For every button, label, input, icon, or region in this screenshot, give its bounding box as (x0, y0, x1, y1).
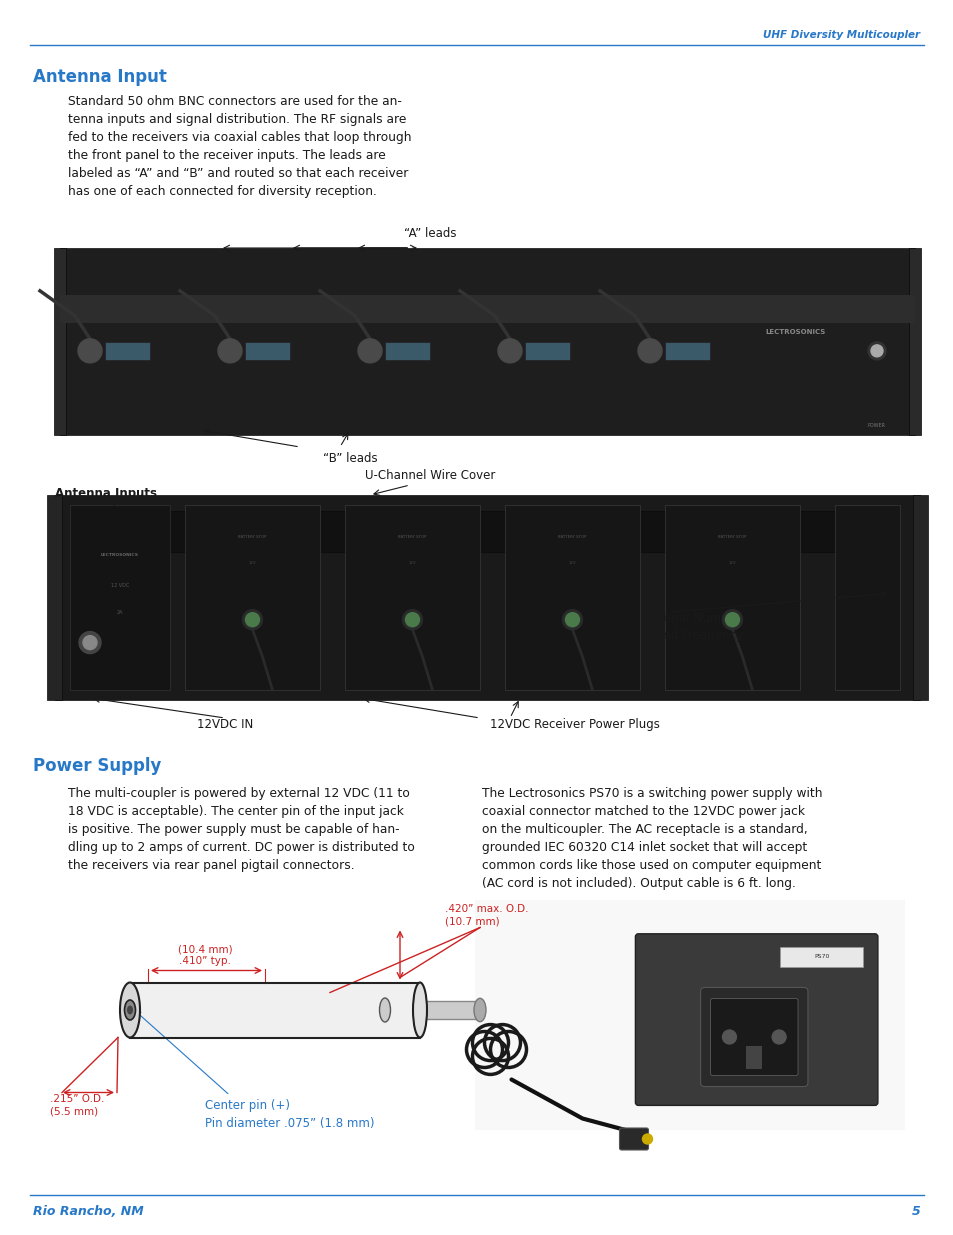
Circle shape (721, 610, 741, 630)
Circle shape (867, 342, 885, 359)
FancyBboxPatch shape (130, 983, 419, 1037)
Circle shape (638, 338, 661, 363)
Circle shape (500, 342, 518, 359)
Text: POWER: POWER (867, 424, 885, 429)
Circle shape (640, 342, 659, 359)
Text: BATTERY STOP: BATTERY STOP (238, 535, 267, 540)
Ellipse shape (125, 1000, 135, 1020)
Ellipse shape (413, 983, 427, 1037)
Text: “A” leads: “A” leads (403, 227, 456, 240)
Text: BATTERY STOP: BATTERY STOP (558, 535, 586, 540)
Circle shape (79, 631, 101, 653)
Circle shape (245, 613, 259, 626)
Circle shape (218, 338, 242, 363)
Circle shape (85, 346, 95, 356)
Text: LECTROSONICS: LECTROSONICS (764, 330, 824, 335)
Bar (664, 505, 800, 690)
Text: Serial Number
and Frequency: Serial Number and Frequency (656, 613, 742, 642)
Circle shape (870, 345, 882, 357)
Text: .420” max. O.D.
(10.7 mm): .420” max. O.D. (10.7 mm) (444, 904, 528, 926)
Circle shape (562, 610, 582, 630)
Circle shape (497, 338, 521, 363)
Circle shape (402, 610, 422, 630)
Circle shape (565, 613, 578, 626)
Circle shape (771, 1030, 785, 1044)
FancyBboxPatch shape (635, 934, 877, 1105)
Circle shape (360, 342, 378, 359)
Text: (10.4 mm)
.410” typ.: (10.4 mm) .410” typ. (177, 944, 233, 967)
Bar (47, 495, 62, 700)
Text: “B” leads: “B” leads (322, 452, 377, 466)
Bar (385, 342, 430, 359)
Text: 12V: 12V (408, 561, 416, 566)
Text: Power Supply: Power Supply (33, 757, 161, 776)
Text: 12V: 12V (728, 561, 736, 566)
Bar (185, 505, 319, 690)
FancyBboxPatch shape (700, 988, 807, 1087)
Text: 2A: 2A (116, 610, 123, 615)
Bar (345, 505, 479, 690)
Bar (245, 342, 290, 359)
Bar (780, 947, 862, 967)
Ellipse shape (379, 998, 390, 1023)
Circle shape (724, 613, 739, 626)
Bar (105, 342, 150, 359)
Circle shape (357, 338, 381, 363)
Bar (95, 511, 869, 552)
Text: 5: 5 (911, 1205, 920, 1218)
Bar (70, 505, 170, 690)
Text: The Lectrosonics PS70 is a switching power supply with
coaxial connector matched: The Lectrosonics PS70 is a switching pow… (481, 787, 821, 890)
Bar (504, 505, 639, 690)
Bar (908, 248, 920, 435)
Circle shape (405, 613, 419, 626)
Circle shape (644, 346, 655, 356)
FancyBboxPatch shape (618, 1128, 648, 1150)
Text: LECTROSONICS: LECTROSONICS (101, 553, 139, 557)
Text: Standard 50 ohm BNC connectors are used for the an-
tenna inputs and signal dist: Standard 50 ohm BNC connectors are used … (68, 95, 411, 198)
Circle shape (81, 342, 99, 359)
Text: Antenna Inputs: Antenna Inputs (55, 487, 157, 500)
Circle shape (641, 1134, 652, 1144)
Text: 12V: 12V (568, 561, 576, 566)
Ellipse shape (120, 983, 140, 1037)
Text: The multi-coupler is powered by external 12 VDC (11 to
18 VDC is acceptable). Th: The multi-coupler is powered by external… (68, 787, 415, 872)
Circle shape (504, 346, 515, 356)
Bar (664, 342, 709, 359)
Text: PS70: PS70 (813, 955, 828, 960)
Text: 12V: 12V (249, 561, 256, 566)
Bar (524, 342, 569, 359)
Bar (475, 900, 904, 1130)
Circle shape (78, 338, 102, 363)
Text: BATTERY STOP: BATTERY STOP (397, 535, 426, 540)
Circle shape (221, 342, 239, 359)
Bar (834, 505, 899, 690)
Bar (60, 295, 914, 322)
Text: BATTERY STOP: BATTERY STOP (718, 535, 746, 540)
Ellipse shape (127, 1005, 132, 1014)
Circle shape (365, 346, 375, 356)
Circle shape (225, 346, 234, 356)
Text: Rio Rancho, NM: Rio Rancho, NM (33, 1205, 144, 1218)
Text: 12 VDC: 12 VDC (111, 583, 129, 588)
Circle shape (721, 1030, 736, 1044)
Bar (55, 495, 919, 700)
Ellipse shape (474, 998, 485, 1021)
Text: 12VDC IN: 12VDC IN (196, 718, 253, 731)
Circle shape (242, 610, 262, 630)
Text: .215” O.D.
(5.5 mm): .215” O.D. (5.5 mm) (50, 1094, 104, 1116)
Circle shape (83, 636, 97, 650)
Text: Antenna Input: Antenna Input (33, 68, 167, 86)
Bar (415, 1002, 479, 1019)
Bar (912, 495, 927, 700)
Bar (54, 248, 66, 435)
Text: 12VDC Receiver Power Plugs: 12VDC Receiver Power Plugs (490, 718, 659, 731)
Bar (745, 1046, 761, 1068)
Text: Center pin (+)
Pin diameter .075” (1.8 mm): Center pin (+) Pin diameter .075” (1.8 m… (205, 1099, 375, 1130)
FancyBboxPatch shape (710, 999, 797, 1076)
Bar (60, 248, 914, 435)
Text: UHF Diversity Multicoupler: UHF Diversity Multicoupler (762, 30, 919, 40)
Text: U-Channel Wire Cover: U-Channel Wire Cover (364, 469, 495, 482)
